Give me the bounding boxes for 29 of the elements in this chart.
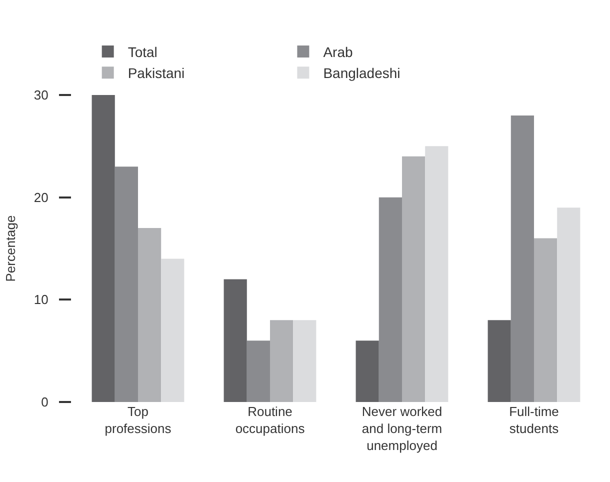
- bar: [425, 146, 448, 402]
- bar: [270, 320, 294, 402]
- bar: [402, 156, 426, 402]
- legend-label: Pakistani: [128, 65, 185, 82]
- legend-label: Total: [128, 44, 158, 60]
- bar: [114, 166, 138, 402]
- x-tick-label: Routine occupations: [235, 404, 306, 436]
- bar: [246, 340, 270, 402]
- y-tick-label: 30: [34, 88, 48, 103]
- bar: [224, 279, 247, 402]
- y-axis-title: Percentage: [2, 215, 18, 282]
- bar: [138, 228, 162, 402]
- bar: [510, 115, 534, 402]
- y-tick-label: 10: [34, 292, 48, 308]
- y-tick-label: 20: [34, 190, 48, 205]
- x-tick-label: Never worked and long-term unemployed: [362, 404, 442, 453]
- y-tick-label: 0: [41, 394, 48, 410]
- bar: [534, 238, 558, 402]
- x-tick-label: Top professions: [104, 404, 172, 436]
- bar: [293, 320, 316, 402]
- bar: [488, 320, 511, 402]
- x-tick-label: Full-time students: [509, 404, 560, 436]
- bar: [356, 340, 379, 402]
- bar: [161, 258, 184, 402]
- legend-label: Bangladeshi: [323, 65, 400, 82]
- bar: [557, 208, 580, 402]
- bar: [378, 197, 402, 402]
- legend-label: Arab: [323, 44, 353, 60]
- bar: [92, 95, 115, 402]
